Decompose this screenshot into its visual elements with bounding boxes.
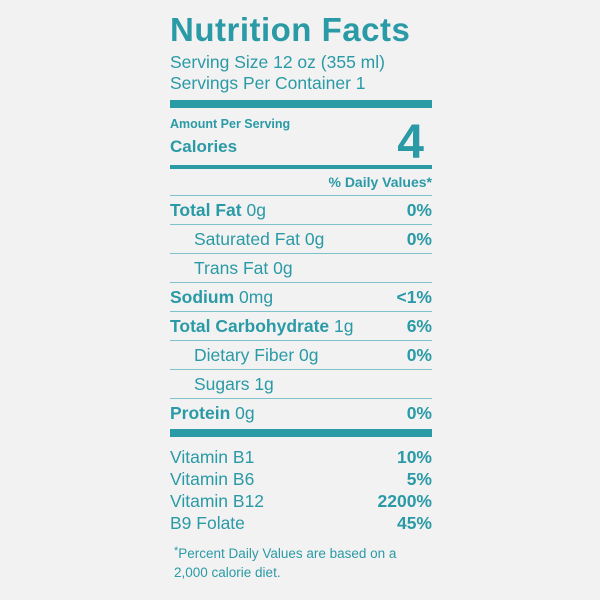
calories-row: Calories 4 bbox=[170, 119, 432, 167]
footnote-marker: * bbox=[174, 545, 179, 557]
footnote-line-2: 2,000 calorie diet. bbox=[174, 565, 281, 580]
nutrient-amount: 0mg bbox=[239, 286, 274, 307]
vitamin-name: Vitamin B12 bbox=[170, 491, 265, 511]
servings-per-container: Servings Per Container 1 bbox=[170, 73, 366, 93]
nutrient-dv: 0% bbox=[406, 199, 432, 220]
nutrient-dv: 0% bbox=[406, 344, 432, 365]
vitamin-name: Vitamin B6 bbox=[170, 469, 255, 489]
nutrient-amount: 0g bbox=[304, 228, 325, 249]
nutrient-name: Sugars bbox=[194, 373, 250, 394]
divider-medium bbox=[170, 165, 432, 169]
divider-thick bbox=[170, 100, 432, 108]
vitamin-row: Vitamin B6 5% bbox=[170, 468, 432, 490]
vitamin-dv: 10% bbox=[396, 447, 432, 467]
vitamin-row: Vitamin B12 2200% bbox=[170, 490, 432, 512]
nutrient-name: Dietary Fiber bbox=[194, 344, 295, 365]
calories-value: 4 bbox=[397, 116, 424, 169]
vitamin-dv: 5% bbox=[406, 469, 432, 489]
nutrient-row-protein: Protein 0g 0% bbox=[170, 399, 432, 427]
nutrient-amount: 1g bbox=[254, 373, 274, 394]
daily-values-header: % Daily Values* bbox=[170, 169, 432, 196]
vitamin-dv: 2200% bbox=[377, 491, 433, 511]
nutrient-row-sodium: Sodium 0mg <1% bbox=[170, 283, 432, 312]
nutrient-amount: 0g bbox=[235, 402, 255, 423]
nutrient-row-saturated-fat: Saturated Fat 0g 0% bbox=[170, 225, 432, 254]
vitamin-name: Vitamin B1 bbox=[170, 447, 255, 467]
nutrient-name: Protein bbox=[170, 402, 231, 423]
vitamin-dv: 45% bbox=[396, 513, 432, 533]
footnote-line-1: Percent Daily Values are based on a bbox=[178, 546, 397, 561]
vitamin-row: Vitamin B1 10% bbox=[170, 446, 432, 468]
nutrient-dv: 0% bbox=[406, 228, 432, 249]
vitamin-list: Vitamin B1 10% Vitamin B6 5% Vitamin B12… bbox=[170, 446, 432, 534]
nutrient-amount: 0g bbox=[246, 199, 266, 220]
nutrient-row-total-carbohydrate: Total Carbohydrate 1g 6% bbox=[170, 312, 432, 341]
label-title: Nutrition Facts bbox=[170, 11, 411, 48]
nutrient-name: Total Carbohydrate bbox=[170, 315, 330, 336]
nutrient-amount: 0g bbox=[273, 257, 293, 278]
amount-per-serving: Amount Per Serving bbox=[170, 117, 291, 131]
divider-thick bbox=[170, 429, 432, 437]
nutrient-amount: 0g bbox=[299, 344, 319, 365]
nutrient-row-trans-fat: Trans Fat 0g bbox=[170, 254, 432, 283]
vitamin-row: B9 Folate 45% bbox=[170, 512, 432, 534]
nutrient-row-sugars: Sugars 1g bbox=[170, 370, 432, 399]
nutrient-dv: 6% bbox=[406, 315, 432, 336]
footnote: *Percent Daily Values are based on a 2,0… bbox=[170, 542, 432, 582]
nutrient-dv: 0% bbox=[406, 402, 432, 423]
nutrient-name: Sodium bbox=[170, 286, 235, 307]
nutrient-name: Total Fat bbox=[170, 199, 242, 220]
vitamin-name: B9 Folate bbox=[170, 513, 245, 533]
nutrient-dv: <1% bbox=[396, 286, 432, 307]
nutrient-amount: 1g bbox=[334, 315, 354, 336]
nutrient-name: Saturated Fat bbox=[194, 228, 301, 249]
nutrient-row-total-fat: Total Fat 0g 0% bbox=[170, 196, 432, 225]
calories-label: Calories bbox=[170, 137, 238, 156]
nutrient-name: Trans Fat bbox=[194, 257, 269, 278]
nutrient-row-dietary-fiber: Dietary Fiber 0g 0% bbox=[170, 341, 432, 370]
serving-size: Serving Size 12 oz (355 ml) bbox=[170, 52, 385, 72]
nutrition-label: Nutrition Facts Serving Size 12 oz (355 … bbox=[170, 12, 432, 582]
